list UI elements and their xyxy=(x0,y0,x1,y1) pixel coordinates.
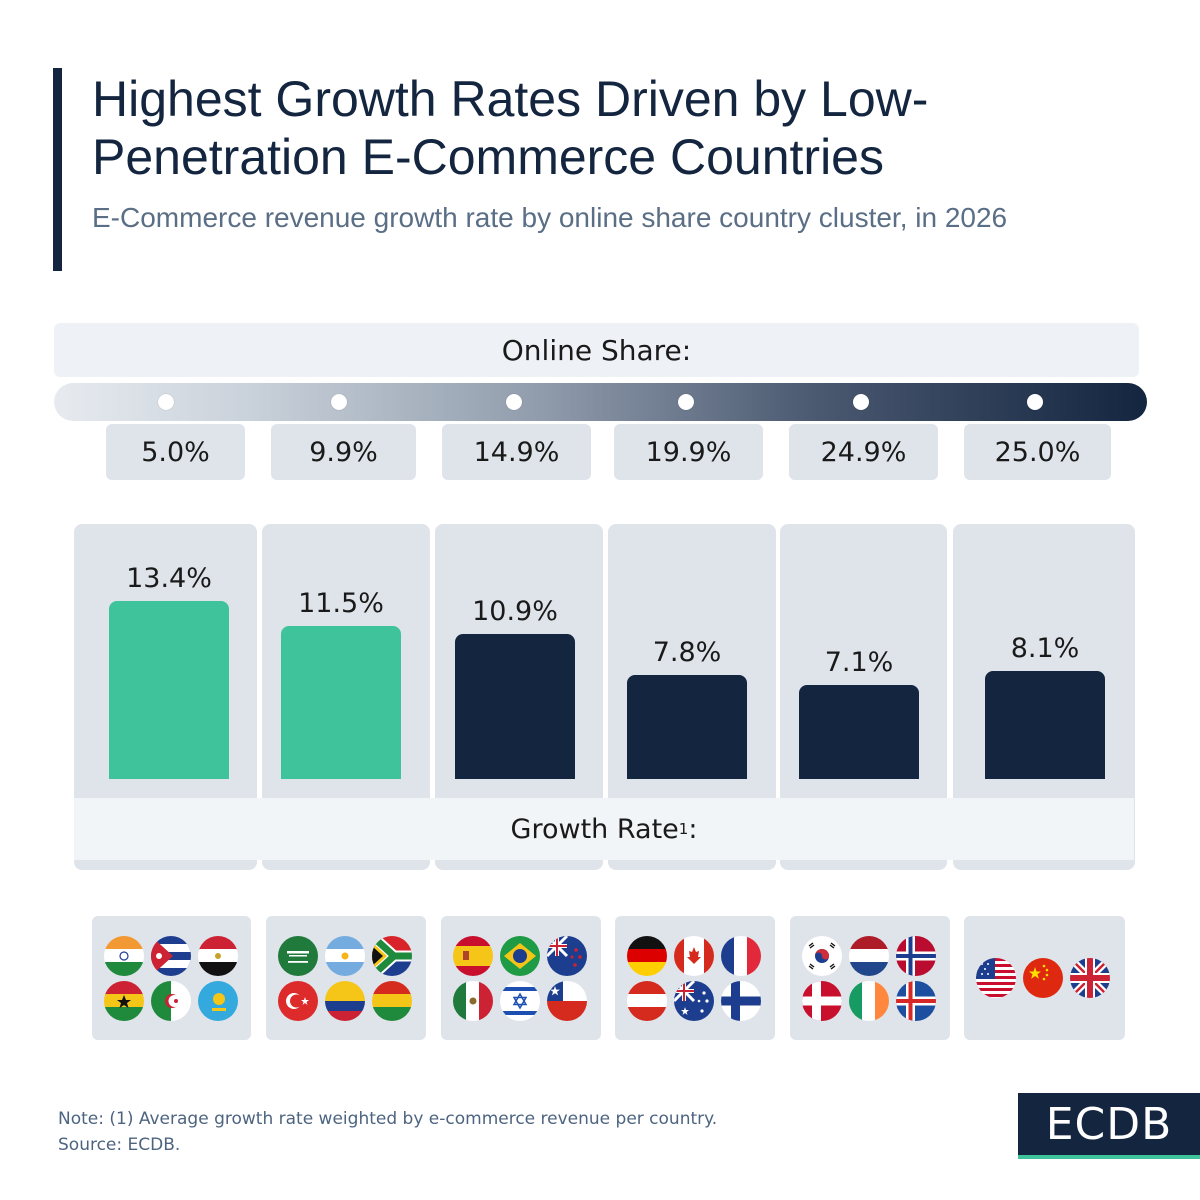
france-flag-icon xyxy=(721,936,761,976)
india-flag-icon xyxy=(104,936,144,976)
australia-flag-icon xyxy=(674,981,714,1021)
bar-value-label: 7.1% xyxy=(824,647,894,678)
growth-rate-bar xyxy=(281,626,401,779)
online-share-label: 24.9% xyxy=(789,424,938,480)
spain-flag-icon xyxy=(453,936,493,976)
israel-flag-icon xyxy=(500,981,540,1021)
colombia-flag-icon xyxy=(325,981,365,1021)
growth-rate-header: Growth Rate 1: xyxy=(74,798,1134,860)
new-zealand-flag-icon xyxy=(547,936,587,976)
online-share-header: Online Share: xyxy=(54,323,1139,377)
chart-title: Highest Growth Rates Driven by Low-Penet… xyxy=(92,71,929,185)
norway-flag-icon xyxy=(896,936,936,976)
note-text: Note: (1) Average growth rate weighted b… xyxy=(58,1109,718,1129)
growth-rate-bar xyxy=(455,634,575,779)
scale-marker-dot xyxy=(506,394,522,410)
ireland-flag-icon xyxy=(849,981,889,1021)
growth-rate-bar xyxy=(627,675,747,779)
south-korea-flag-icon xyxy=(802,936,842,976)
flag-group xyxy=(441,916,601,1040)
usa-flag-icon xyxy=(976,958,1016,998)
scale-marker-dot xyxy=(158,394,174,410)
chile-flag-icon xyxy=(547,981,587,1021)
ghana-flag-icon xyxy=(104,981,144,1021)
china-flag-icon xyxy=(1023,958,1063,998)
growth-rate-bar xyxy=(799,685,919,779)
argentina-flag-icon xyxy=(325,936,365,976)
finland-flag-icon xyxy=(721,981,761,1021)
canada-flag-icon xyxy=(674,936,714,976)
scale-marker-dot xyxy=(678,394,694,410)
kazakhstan-flag-icon xyxy=(198,981,238,1021)
online-share-label: 14.9% xyxy=(442,424,591,480)
online-share-label: 9.9% xyxy=(271,424,416,480)
growth-rate-footnote-mark: 1 xyxy=(678,820,689,838)
uk-flag-icon xyxy=(1070,958,1110,998)
brazil-flag-icon xyxy=(500,936,540,976)
footnote: Note: (1) Average growth rate weighted b… xyxy=(58,1106,858,1158)
growth-rate-bar xyxy=(985,671,1105,779)
cuba-flag-icon xyxy=(151,936,191,976)
egypt-flag-icon xyxy=(198,936,238,976)
flag-group xyxy=(964,916,1125,1040)
growth-rate-label: Growth Rate xyxy=(510,813,679,845)
turkey-flag-icon xyxy=(278,981,318,1021)
bar-value-label: 8.1% xyxy=(1010,633,1080,664)
bolivia-flag-icon xyxy=(372,981,412,1021)
flag-group xyxy=(615,916,775,1040)
scale-marker-dot xyxy=(853,394,869,410)
online-share-label: 5.0% xyxy=(106,424,245,480)
germany-flag-icon xyxy=(627,936,667,976)
chart-subtitle: E-Commerce revenue growth rate by online… xyxy=(92,202,1008,233)
flag-group xyxy=(790,916,950,1040)
saudi-arabia-flag-icon xyxy=(278,936,318,976)
title-accent-bar xyxy=(53,68,62,271)
online-share-label: 19.9% xyxy=(614,424,763,480)
scale-marker-dot xyxy=(331,394,347,410)
bar-value-label: 13.4% xyxy=(126,563,212,594)
source-text: Source: ECDB. xyxy=(58,1135,181,1155)
algeria-flag-icon xyxy=(151,981,191,1021)
south-africa-flag-icon xyxy=(372,936,412,976)
ecdb-logo: ECDB xyxy=(1018,1093,1200,1159)
scale-marker-dot xyxy=(1027,394,1043,410)
mexico-flag-icon xyxy=(453,981,493,1021)
online-share-gradient-scale xyxy=(54,383,1147,421)
denmark-flag-icon xyxy=(802,981,842,1021)
bar-value-label: 7.8% xyxy=(652,637,722,668)
flag-group xyxy=(92,916,251,1040)
bar-value-label: 10.9% xyxy=(472,596,558,627)
austria-flag-icon xyxy=(627,981,667,1021)
netherlands-flag-icon xyxy=(849,936,889,976)
growth-rate-bar xyxy=(109,601,229,779)
bar-value-label: 11.5% xyxy=(298,588,384,619)
iceland-flag-icon xyxy=(896,981,936,1021)
flag-group xyxy=(266,916,426,1040)
online-share-label: 25.0% xyxy=(964,424,1111,480)
growth-rate-suffix: : xyxy=(688,813,698,845)
